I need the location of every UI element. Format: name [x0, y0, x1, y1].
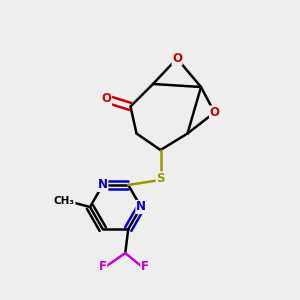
Text: S: S: [156, 172, 165, 185]
Text: O: O: [209, 106, 220, 119]
Text: F: F: [141, 260, 149, 273]
Text: CH₃: CH₃: [54, 196, 75, 206]
Text: N: N: [98, 178, 108, 191]
Text: O: O: [172, 52, 182, 65]
Text: N: N: [136, 200, 146, 214]
Text: F: F: [99, 260, 107, 273]
Text: O: O: [101, 92, 112, 106]
